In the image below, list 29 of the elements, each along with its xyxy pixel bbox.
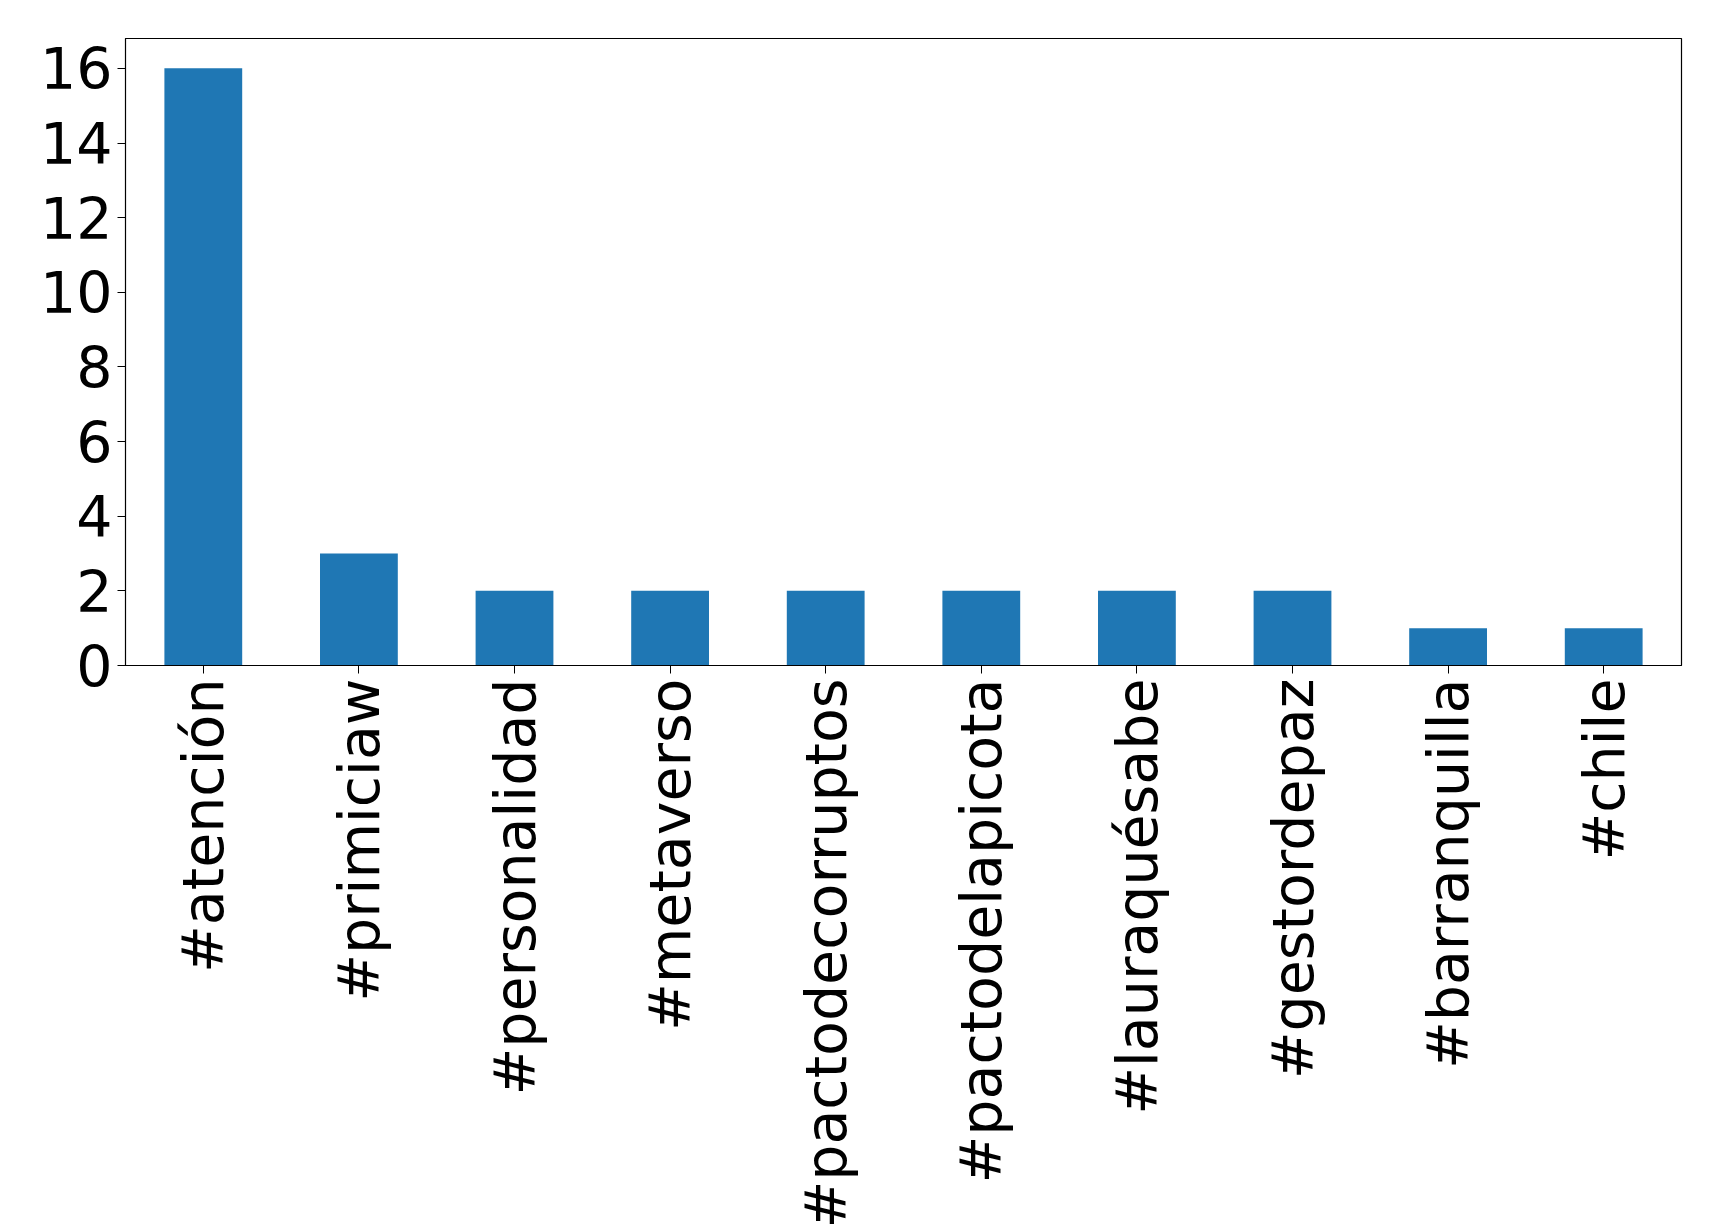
bar bbox=[786, 590, 865, 666]
bar bbox=[1409, 628, 1487, 666]
y-tick-label: 8 bbox=[76, 334, 113, 401]
x-tick-label: #gestordepaz bbox=[1259, 678, 1326, 1080]
bar bbox=[942, 590, 1021, 666]
x-tick-label: #lauraquésabe bbox=[1103, 678, 1170, 1115]
x-tick-label: #personalidad bbox=[481, 678, 548, 1096]
y-tick-label: 10 bbox=[39, 260, 113, 327]
y-tick-label: 4 bbox=[76, 484, 113, 551]
bar bbox=[1098, 590, 1176, 666]
bar bbox=[475, 590, 554, 666]
bar bbox=[320, 553, 398, 666]
bar bbox=[631, 590, 709, 666]
x-tick-label: #metaverso bbox=[637, 678, 704, 1031]
bar bbox=[1564, 628, 1643, 666]
y-tick-label: 12 bbox=[39, 185, 113, 252]
x-tick-label: #pactodelapicota bbox=[948, 678, 1015, 1184]
bar bbox=[164, 68, 243, 666]
x-tick-label: #pactodecorruptos bbox=[792, 678, 859, 1229]
bar bbox=[1253, 590, 1332, 666]
x-tick-label: #atención bbox=[170, 678, 237, 973]
x-tick-label: #primiciaw bbox=[325, 678, 392, 1002]
y-tick-label: 2 bbox=[76, 558, 113, 625]
y-tick-label: 0 bbox=[76, 633, 113, 700]
y-tick-label: 16 bbox=[39, 36, 113, 103]
x-tick-label: #barranquilla bbox=[1415, 678, 1482, 1070]
x-tick-label: #chile bbox=[1570, 678, 1637, 861]
y-tick-label: 14 bbox=[39, 111, 113, 177]
y-tick-label: 6 bbox=[76, 409, 113, 476]
